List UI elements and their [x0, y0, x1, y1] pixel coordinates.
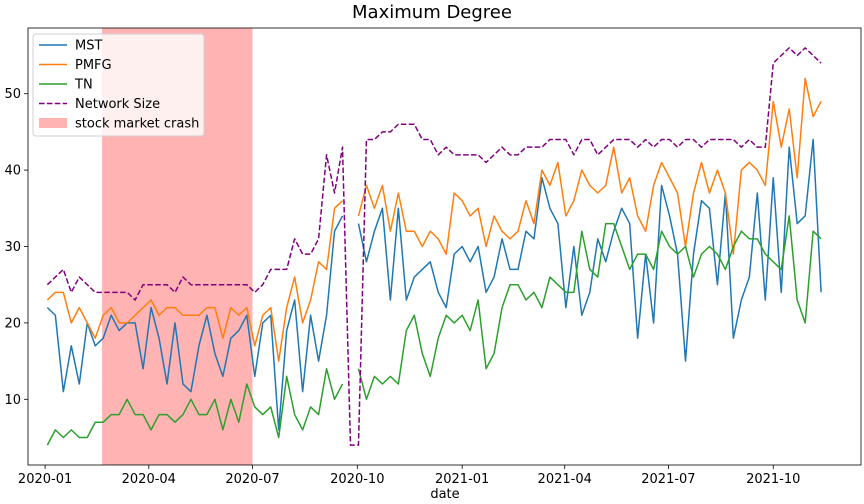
legend-label-mst: MST	[75, 39, 102, 54]
legend-label-pmfg: PMFG	[75, 58, 112, 73]
legend-label-tn: TN	[74, 78, 93, 93]
y-tick-label: 20	[4, 316, 21, 331]
y-tick-label: 10	[4, 393, 21, 408]
x-axis-label: date	[430, 487, 459, 502]
x-tick-label: 2021-10	[746, 472, 800, 487]
x-tick-label: 2020-04	[122, 472, 176, 487]
y-tick-label: 30	[4, 240, 21, 255]
x-tick-label: 2020-07	[225, 472, 279, 487]
chart-title: Maximum Degree	[352, 2, 512, 23]
x-tick-label: 2020-10	[330, 472, 384, 487]
legend-box	[32, 33, 205, 137]
legend-label-stock-market-crash: stock market crash	[75, 117, 199, 132]
series-line-mst	[46, 138, 822, 431]
legend-swatch-stock-market-crash	[39, 118, 67, 128]
x-tick-label: 2021-07	[641, 472, 695, 487]
legend: MST PMFG TN Network Size stock market crash	[32, 33, 205, 137]
series-line-pmfg	[46, 77, 822, 362]
x-tick-label: 2021-04	[538, 472, 592, 487]
series-line-network-size	[46, 47, 822, 446]
series-group	[46, 47, 822, 446]
x-tick-label: 2021-01	[435, 472, 489, 487]
y-tick-label: 50	[4, 87, 21, 102]
axes: 2020-01 2020-04 2020-07 2020-10 2021-01 2021-…	[4, 27, 862, 487]
y-tick-label: 40	[4, 164, 21, 179]
legend-label-network-size: Network Size	[75, 97, 160, 112]
x-tick-label: 2020-01	[18, 472, 72, 487]
series-line-tn	[46, 215, 822, 446]
